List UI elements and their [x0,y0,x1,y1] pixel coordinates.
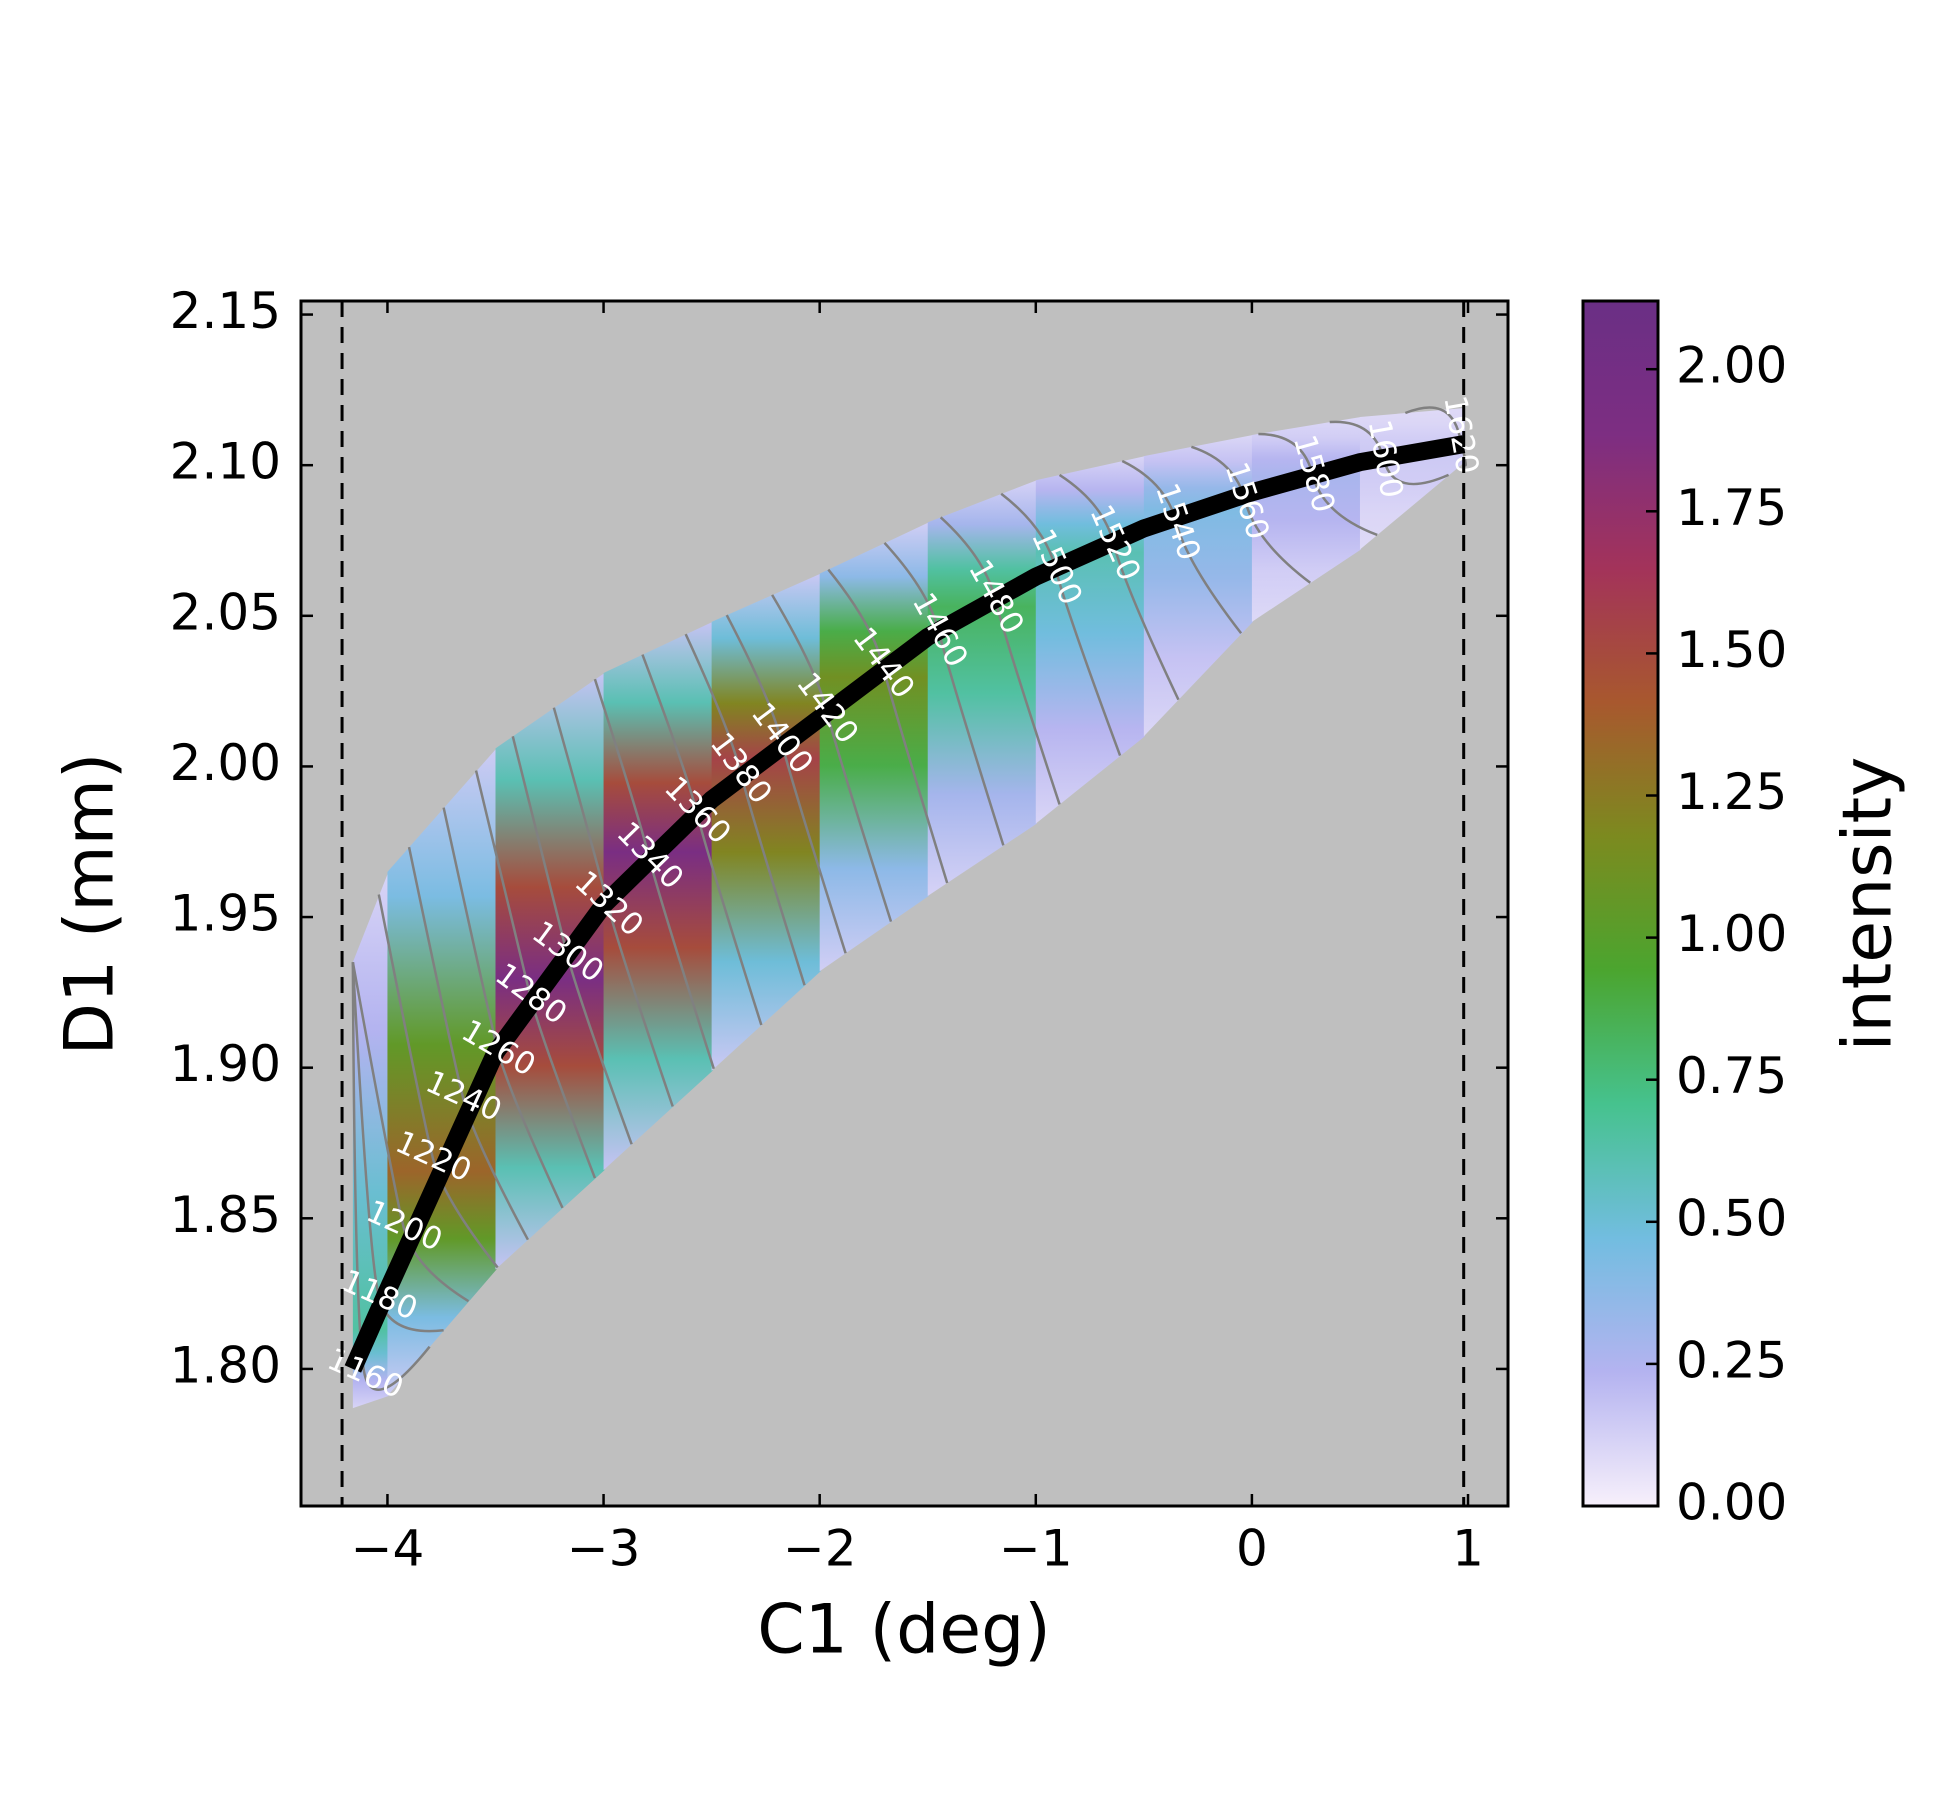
contour-line [1404,406,1467,467]
contour-line [1000,492,1122,756]
colorbar-label: intensity [1829,757,1908,1052]
plot-frame [299,299,1510,1508]
y-tick-label: 1.85 [170,1186,281,1244]
colorbar [1581,299,1660,1508]
colorbar-tick-label: 0.75 [1676,1047,1787,1105]
colorbar-tick-label: 2.00 [1676,337,1787,395]
colorbar-tick-label: 1.50 [1676,621,1787,679]
y-tick-label: 2.10 [170,433,281,491]
contour-line [351,962,444,1333]
y-axis-label: D1 (mm) [51,753,130,1056]
heatmap: 1160118012001220124012601280130013201340… [322,393,1485,1409]
x-tick-label: 0 [1236,1520,1268,1578]
y-tick-label: 1.90 [170,1035,281,1093]
heatmap-band [819,522,929,972]
x-tick-label: −2 [783,1520,857,1578]
colorbar-tick-label: 1.25 [1676,763,1787,821]
x-tick-label: −1 [999,1520,1073,1578]
ridge-line [344,435,1466,1373]
contour-line [351,962,470,1303]
heatmap-band [603,621,713,1171]
x-tick-label: −3 [567,1520,641,1578]
x-tick-label: −4 [351,1520,425,1578]
colorbar-tick-label: 1.75 [1676,479,1787,537]
y-tick-label: 2.05 [170,583,281,641]
x-axis-label: C1 (deg) [757,1591,1051,1670]
colorbar-tick-label: 1.00 [1676,905,1787,963]
contour-line [377,894,499,1269]
y-tick-label: 2.00 [170,734,281,792]
colorbar-tick-label: 0.00 [1676,1474,1787,1532]
colorbar-tick-label: 0.50 [1676,1189,1787,1247]
colorbar-tick-label: 0.25 [1676,1331,1787,1389]
y-tick-label: 1.80 [170,1336,281,1394]
y-tick-label: 1.95 [170,885,281,943]
contour-line [407,846,530,1241]
x-tick-label: 1 [1452,1520,1484,1578]
y-tick-label: 2.15 [170,282,281,340]
heatmap-band [927,480,1037,896]
